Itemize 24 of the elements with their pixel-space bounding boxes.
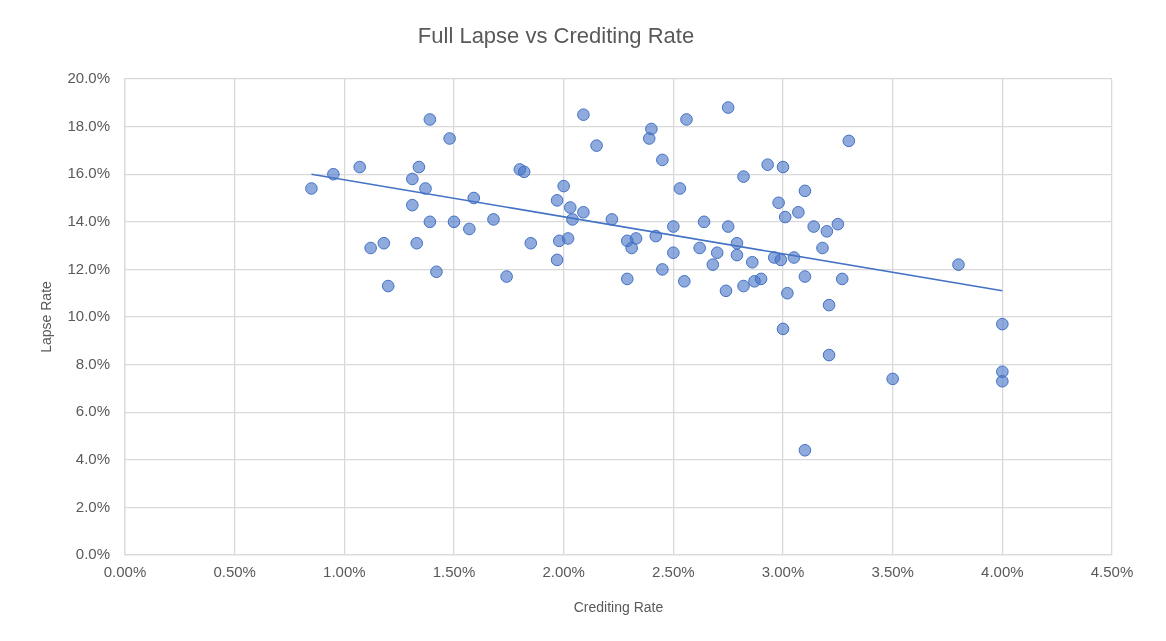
y-tick-label: 2.0% — [75, 497, 110, 515]
y-tick-label: 8.0% — [75, 354, 110, 372]
x-tick-label: 1.00% — [323, 563, 366, 581]
y-tick-label: 6.0% — [75, 402, 110, 420]
x-tick-label: 4.50% — [1090, 563, 1134, 581]
y-tick-label: 20.0% — [67, 69, 110, 87]
x-tick-label: 1.50% — [432, 563, 476, 581]
chart-title: Full Lapse vs Crediting Rate — [417, 23, 695, 49]
y-tick-label: 12.0% — [67, 259, 110, 277]
y-tick-label: 18.0% — [67, 116, 110, 134]
x-tick-label: 0.00% — [103, 563, 147, 581]
y-tick-label: 16.0% — [67, 164, 110, 182]
y-tick-label: 10.0% — [67, 307, 110, 325]
y-axis-title: Lapse Rate — [37, 280, 54, 353]
y-tick-label: 0.0% — [75, 545, 110, 563]
x-tick-label: 3.50% — [871, 563, 914, 581]
y-tick-label: 4.0% — [75, 449, 110, 467]
x-tick-label: 3.00% — [761, 563, 805, 581]
x-tick-label: 2.00% — [542, 563, 585, 581]
y-tick-label: 14.0% — [67, 211, 110, 229]
x-tick-label: 4.00% — [981, 563, 1024, 581]
x-tick-label: 2.50% — [652, 563, 695, 581]
x-axis-title: Crediting Rate — [573, 598, 664, 615]
x-tick-label: 0.50% — [213, 563, 256, 581]
